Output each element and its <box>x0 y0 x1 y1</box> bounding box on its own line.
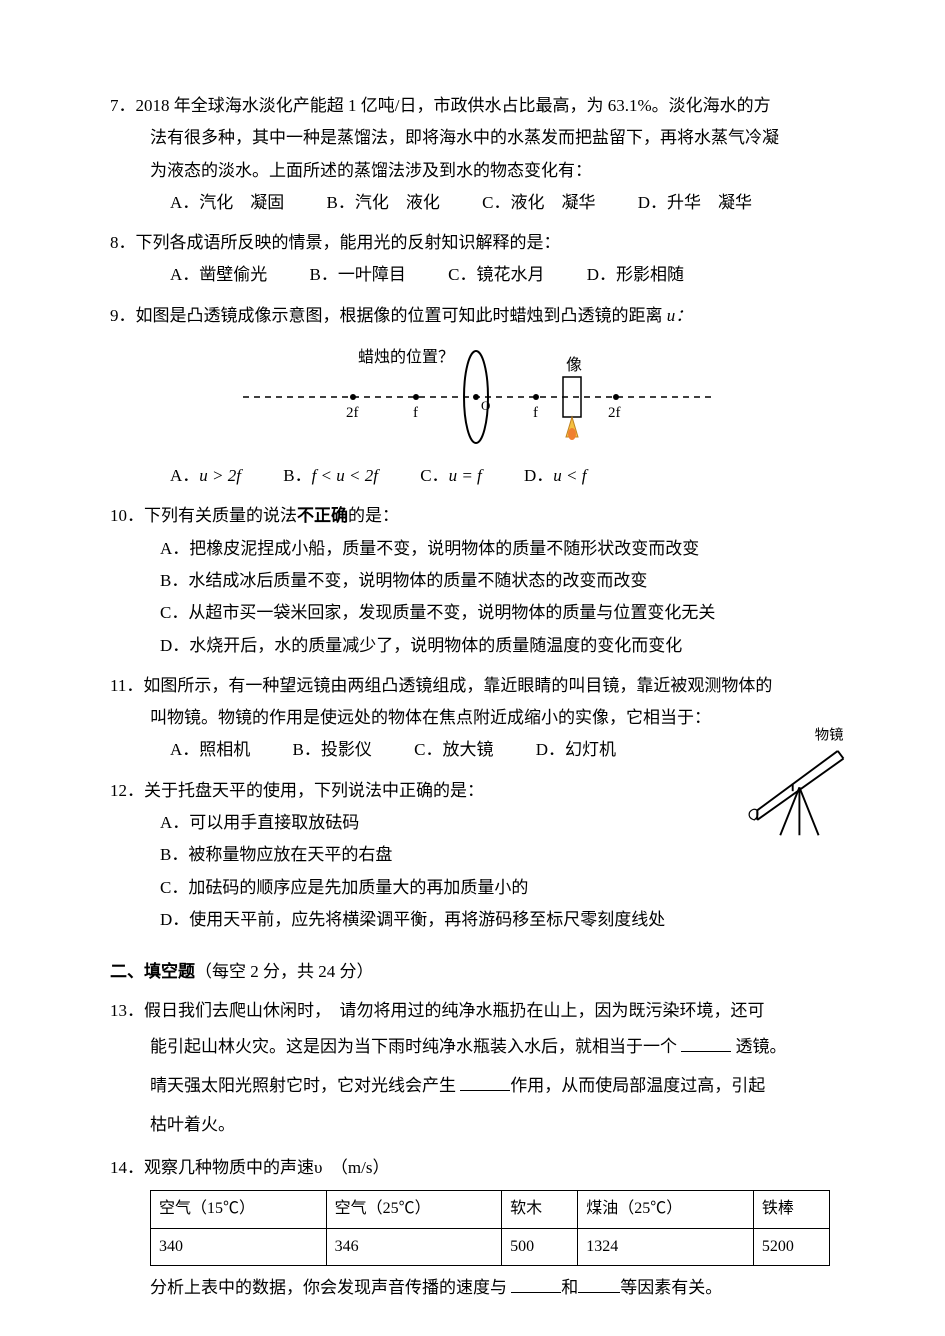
q13-blank2 <box>460 1074 510 1091</box>
q11-line2: 叫物镜。物镜的作用是使远处的物体在焦点附近成缩小的实像，它相当于： <box>110 702 845 734</box>
q9-u: u： <box>667 306 693 325</box>
table-cell: 1324 <box>578 1228 754 1265</box>
q14-text: 观察几种物质中的声速υ （m/s） <box>144 1158 389 1177</box>
q11-options: A．照相机 B．投影仪 C．放大镜 D．幻灯机 <box>110 734 845 766</box>
q9-options: A．u > 2f B．f < u < 2f C．u = f D．u < f <box>110 460 845 492</box>
q11-opt-a: A．照相机 <box>170 734 250 766</box>
q14-blank2 <box>578 1276 620 1293</box>
q8-text: 下列各成语所反映的情景，能用光的反射知识解释的是： <box>136 233 561 252</box>
q11-opt-d: D．幻灯机 <box>536 734 616 766</box>
q10-text1: 下列有关质量的说法 <box>144 506 297 525</box>
question-13: 13．假日我们去爬山休闲时， 请勿将用过的纯净水瓶扔在山上，因为既污染环境，还可… <box>110 995 845 1145</box>
q8-opt-c: C．镜花水月 <box>448 259 544 291</box>
lens-diagram: 蜡烛的位置？ O 2f f f 2f 像 <box>238 342 718 452</box>
q11-number: 11． <box>110 676 143 695</box>
q7-opt-c: C．液化 凝华 <box>482 187 595 219</box>
q12-text: 关于托盘天平的使用，下列说法中正确的是： <box>144 781 484 800</box>
svg-text:f: f <box>533 405 538 421</box>
q7-opt-a: A．汽化 凝固 <box>170 187 284 219</box>
q7-opt-b: B．汽化 液化 <box>327 187 440 219</box>
q13-line1: 假日我们去爬山休闲时， 请勿将用过的纯净水瓶扔在山上，因为既污染环境，还可 <box>144 1001 765 1020</box>
q11-opt-b: B．投影仪 <box>293 734 372 766</box>
q9-opt-c: C．u = f <box>420 460 482 492</box>
q12-opt-c: C．加砝码的顺序应是先加质量大的再加质量小的 <box>110 872 845 904</box>
q14-text2b: 和 <box>561 1278 578 1297</box>
table-header-cell: 空气（25℃） <box>326 1191 502 1228</box>
q13-number: 13． <box>110 1001 144 1020</box>
question-8: 8．下列各成语所反映的情景，能用光的反射知识解释的是： A．凿壁偷光 B．一叶障… <box>110 227 845 292</box>
q9-opt-d: D．u < f <box>524 460 586 492</box>
table-header-cell: 软木 <box>502 1191 578 1228</box>
q11-line1: 如图所示，有一种望远镜由两组凸透镜组成，靠近眼睛的叫目镜，靠近被观测物体的 <box>143 676 772 695</box>
svg-text:像: 像 <box>566 356 582 374</box>
question-10: 10．下列有关质量的说法不正确的是： A．把橡皮泥捏成小船，质量不变，说明物体的… <box>110 500 845 661</box>
q11-opt-c: C．放大镜 <box>414 734 493 766</box>
q7-line1: 2018 年全球海水淡化产能超 1 亿吨/日，市政供水占比最高，为 63.1%。… <box>136 96 771 115</box>
question-12: 12．关于托盘天平的使用，下列说法中正确的是： A．可以用手直接取放砝码 B．被… <box>110 775 845 936</box>
q13-line3b: 作用，从而使局部温度过高，引起 <box>510 1076 765 1095</box>
q12-opt-d: D．使用天平前，应先将横梁调平衡，再将游码移至标尺零刻度线处 <box>110 904 845 936</box>
q7-line2: 法有很多种，其中一种是蒸馏法，即将海水中的水蒸发而把盐留下，再将水蒸气冷凝 <box>110 122 845 154</box>
q13-line2a: 能引起山林火灾。这是因为当下雨时纯净水瓶装入水后，就相当于一个 <box>150 1037 681 1056</box>
q9-opt-b: B．f < u < 2f <box>283 460 378 492</box>
q13-line3a: 晴天强太阳光照射它时，它对光线会产生 <box>150 1076 460 1095</box>
q10-opt-c: C．从超市买一袋米回家，发现质量不变，说明物体的质量与位置变化无关 <box>110 597 845 629</box>
q13-line2b: 透镜。 <box>731 1037 786 1056</box>
q10-opt-d: D．水烧开后，水的质量减少了，说明物体的质量随温度的变化而变化 <box>110 630 845 662</box>
q10-opt-a: A．把橡皮泥捏成小船，质量不变，说明物体的质量不随形状改变而改变 <box>110 533 845 565</box>
q13-blank1 <box>681 1035 731 1052</box>
table-row: 340 346 500 1324 5200 <box>151 1228 830 1265</box>
question-7: 7．2018 年全球海水淡化产能超 1 亿吨/日，市政供水占比最高，为 63.1… <box>110 90 845 219</box>
q14-table: 空气（15℃） 空气（25℃） 软木 煤油（25℃） 铁棒 340 346 50… <box>150 1190 830 1266</box>
q10-text2: 的是： <box>348 506 399 525</box>
svg-text:2f: 2f <box>608 405 621 421</box>
table-cell: 500 <box>502 1228 578 1265</box>
table-header-cell: 空气（15℃） <box>151 1191 327 1228</box>
q13-line4: 枯叶着火。 <box>150 1115 235 1134</box>
table-cell: 340 <box>151 1228 327 1265</box>
q9-opt-a: A．u > 2f <box>170 460 241 492</box>
q8-number: 8． <box>110 233 136 252</box>
q14-number: 14． <box>110 1158 144 1177</box>
q10-bold: 不正确 <box>297 506 348 525</box>
q8-opt-d: D．形影相随 <box>587 259 684 291</box>
q7-opt-d: D．升华 凝华 <box>638 187 752 219</box>
table-header-cell: 铁棒 <box>753 1191 829 1228</box>
q10-number: 10． <box>110 506 144 525</box>
table-header-cell: 煤油（25℃） <box>578 1191 754 1228</box>
question-9: 9．如图是凸透镜成像示意图，根据像的位置可知此时蜡烛到凸透镜的距离 u： 蜡烛的… <box>110 300 845 493</box>
q8-options: A．凿壁偷光 B．一叶障目 C．镜花水月 D．形影相随 <box>110 259 845 291</box>
svg-text:物镜: 物镜 <box>815 726 844 743</box>
q8-opt-a: A．凿壁偷光 <box>170 259 267 291</box>
svg-text:2f: 2f <box>346 405 359 421</box>
table-cell: 5200 <box>753 1228 829 1265</box>
question-14: 14．观察几种物质中的声速υ （m/s） 空气（15℃） 空气（25℃） 软木 … <box>110 1152 845 1304</box>
telescope-diagram: 物镜 <box>740 726 855 841</box>
q14-text2c: 等因素有关。 <box>620 1278 722 1297</box>
question-11: 11．如图所示，有一种望远镜由两组凸透镜组成，靠近眼睛的叫目镜，靠近被观测物体的… <box>110 670 845 767</box>
svg-text:O: O <box>481 398 490 413</box>
q7-options: A．汽化 凝固 B．汽化 液化 C．液化 凝华 D．升华 凝华 <box>110 187 845 219</box>
q12-number: 12． <box>110 781 144 800</box>
q12-opt-b: B．被称量物应放在天平的右盘 <box>110 839 845 871</box>
q9-number: 9． <box>110 306 136 325</box>
q10-opt-b: B．水结成冰后质量不变，说明物体的质量不随状态的改变而改变 <box>110 565 845 597</box>
q9-text: 如图是凸透镜成像示意图，根据像的位置可知此时蜡烛到凸透镜的距离 <box>136 306 667 325</box>
q14-text2a: 分析上表中的数据，你会发现声音传播的速度与 <box>150 1278 511 1297</box>
q7-number: 7． <box>110 96 136 115</box>
table-row: 空气（15℃） 空气（25℃） 软木 煤油（25℃） 铁棒 <box>151 1191 830 1228</box>
table-cell: 346 <box>326 1228 502 1265</box>
q12-opt-a: A．可以用手直接取放砝码 <box>110 807 845 839</box>
q8-opt-b: B．一叶障目 <box>310 259 406 291</box>
svg-text:f: f <box>413 405 418 421</box>
diagram-candle-label: 蜡烛的位置？ <box>358 348 454 366</box>
section-2-title: 二、填空题 <box>110 962 195 981</box>
section-2-note: （每空 2 分，共 24 分） <box>195 962 374 981</box>
q14-blank1 <box>511 1276 561 1293</box>
section-2-header: 二、填空题（每空 2 分，共 24 分） <box>110 956 845 988</box>
q7-line3: 为液态的淡水。上面所述的蒸馏法涉及到水的物态变化有： <box>110 155 845 187</box>
